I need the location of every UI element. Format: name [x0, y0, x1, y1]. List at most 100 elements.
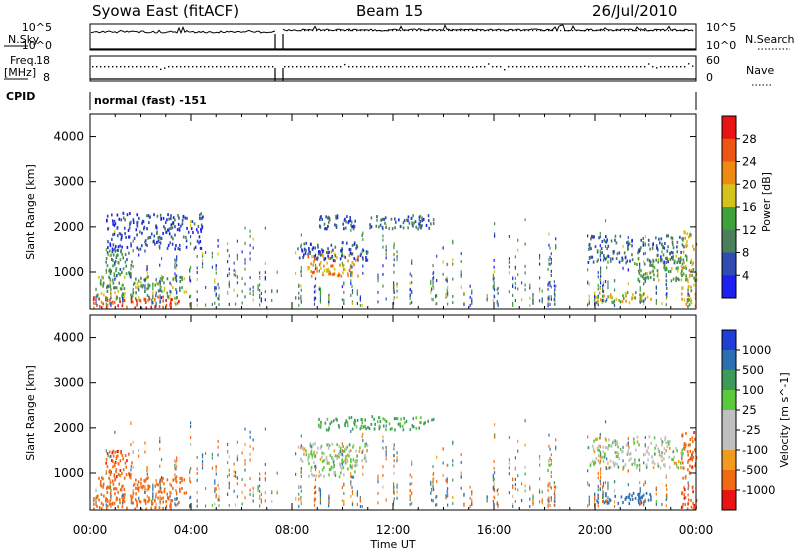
velocity-cell [684, 475, 687, 479]
velocity-cell [643, 500, 645, 504]
power-cell [174, 265, 176, 269]
power-cell [446, 289, 448, 293]
power-cell [181, 218, 184, 222]
power-cell [120, 287, 123, 291]
power-cell [412, 214, 415, 218]
velocity-cell [447, 503, 449, 507]
power-cell [493, 295, 496, 299]
power-cell [211, 251, 213, 255]
power-cell [427, 214, 430, 218]
power-cell [144, 284, 146, 288]
power-cell [529, 303, 531, 307]
velocity-cell [130, 468, 132, 472]
power-cell [340, 249, 342, 253]
power-cell [662, 253, 665, 257]
power-cell [122, 267, 125, 271]
velocity-cell [666, 487, 668, 491]
velocity-cell [340, 451, 342, 455]
power-cell [555, 237, 557, 241]
velocity-cell [100, 480, 102, 484]
power-cell [162, 305, 164, 309]
velocity-cell [259, 504, 261, 508]
velocity-cell [653, 436, 656, 440]
freq-label-line1: Freq. [10, 54, 37, 67]
velocity-cell [549, 503, 551, 507]
velocity-cell [123, 496, 126, 500]
power-cell [318, 224, 321, 228]
velocity-cell [353, 422, 356, 426]
velocity-cell [624, 463, 627, 467]
power-cell [344, 226, 347, 230]
velocity-cell [112, 482, 115, 486]
velocity-cell [617, 465, 620, 469]
velocity-cell [690, 498, 692, 502]
velocity-cell [226, 450, 229, 454]
velocity-cell [298, 492, 300, 496]
velocity-cell [430, 483, 432, 487]
velocity-cell [607, 447, 609, 451]
velocity-cell [617, 452, 620, 456]
power-cell [547, 287, 549, 291]
power-cell [656, 253, 659, 257]
velocity-cell [364, 424, 367, 428]
velocity-cell [108, 450, 111, 454]
power-cell [181, 286, 183, 290]
velocity-cell [106, 452, 109, 456]
power-cell [150, 232, 153, 236]
power-cell [341, 248, 343, 252]
velocity-cell [163, 490, 166, 494]
velocity-cell [378, 427, 381, 431]
velocity-cell [313, 452, 315, 456]
power-cell [130, 263, 133, 267]
velocity-cell [105, 457, 108, 461]
power-cell [676, 261, 679, 265]
power-cell [436, 302, 438, 306]
power-cell [613, 279, 616, 283]
velocity-cell [252, 499, 254, 503]
velocity-cell [684, 445, 687, 449]
velocity-cell [647, 498, 650, 502]
power-cell [298, 303, 300, 307]
velocity-cell [166, 478, 169, 482]
power-cell [652, 242, 655, 246]
velocity-cell [547, 503, 549, 507]
nave-dot [312, 66, 314, 68]
velocity-cell [122, 484, 124, 488]
velocity-cell [134, 507, 136, 511]
power-cell [538, 289, 541, 293]
power-cell [669, 269, 672, 273]
power-cell [687, 235, 690, 239]
power-cell [108, 249, 111, 253]
velocity-cell [101, 476, 103, 480]
power-cell [147, 299, 149, 303]
velocity-cell [147, 476, 149, 480]
velocity-cell [123, 499, 126, 503]
velocity-cell [301, 445, 304, 449]
power-cell [160, 275, 163, 279]
power-cell [179, 286, 181, 290]
velocity-cell [176, 480, 178, 484]
velocity-cell [260, 500, 262, 504]
velocity-cell [657, 462, 659, 466]
power-cell [592, 235, 595, 239]
velocity-cell [175, 461, 177, 465]
velocity-cell [162, 476, 164, 480]
velocity-cell [628, 492, 631, 496]
power-cell [493, 280, 495, 284]
power-cell [322, 273, 324, 277]
velocity-cell [144, 501, 147, 505]
power-cell [114, 277, 116, 281]
power-cell [121, 233, 123, 237]
velocity-cell [532, 494, 534, 498]
nsearch-dot [468, 30, 470, 32]
power-cell [496, 288, 498, 292]
velocity-cell [144, 480, 146, 484]
velocity-cell [681, 433, 684, 437]
power-cell [633, 296, 635, 300]
power-cell [341, 254, 343, 258]
power-cell [264, 275, 266, 279]
velocity-cell [350, 480, 352, 484]
power-cell [341, 261, 343, 265]
velocity-cell [158, 506, 161, 510]
velocity-cell [681, 448, 684, 452]
